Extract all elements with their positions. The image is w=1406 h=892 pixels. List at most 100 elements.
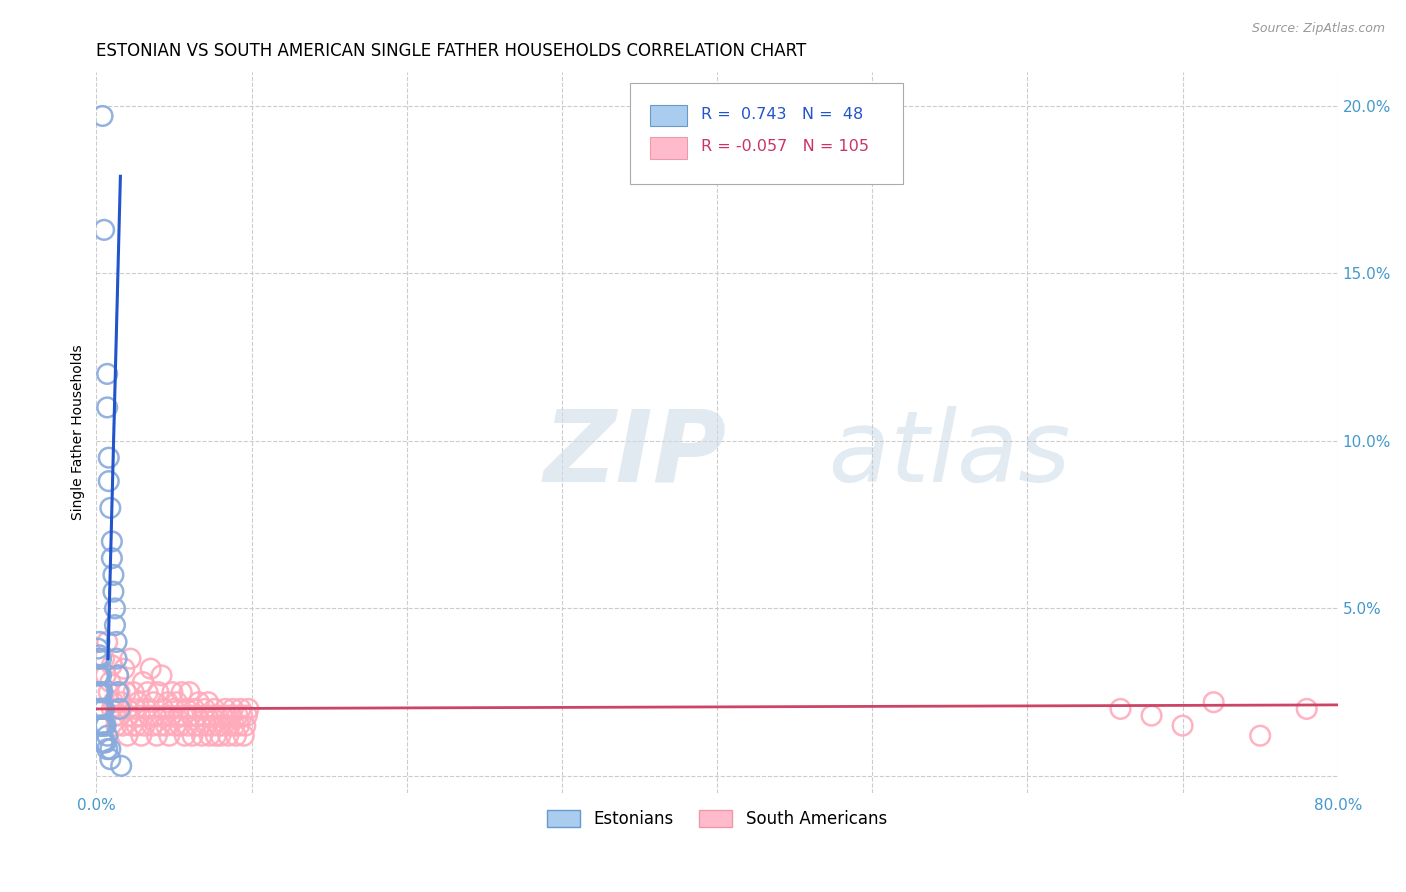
Point [117, 702, 139, 716]
Point [93, 735, 115, 749]
Point [89, 635, 111, 649]
Point [98, 742, 121, 756]
Point [163, 702, 186, 716]
Point [110, 759, 132, 773]
Point [152, 702, 174, 716]
Point [214, 702, 236, 716]
Point [166, 695, 188, 709]
Point [149, 719, 172, 733]
Point [87, 685, 110, 699]
Point [98, 752, 121, 766]
Point [162, 685, 184, 699]
Point [112, 662, 135, 676]
Point [135, 702, 157, 716]
Point [101, 551, 124, 566]
Point [107, 668, 129, 682]
Point [1202, 695, 1225, 709]
Point [91, 109, 114, 123]
Point [87, 651, 110, 665]
Point [105, 635, 128, 649]
Point [107, 668, 129, 682]
Point [187, 695, 209, 709]
Point [89, 648, 111, 663]
Point [176, 702, 198, 716]
Point [160, 708, 183, 723]
Point [221, 708, 243, 723]
Point [238, 702, 260, 716]
Point [101, 658, 124, 673]
Point [222, 702, 245, 716]
Point [91, 685, 114, 699]
Point [124, 702, 146, 716]
Point [146, 729, 169, 743]
Point [101, 702, 124, 716]
Point [195, 719, 218, 733]
Point [120, 651, 142, 665]
Point [1249, 729, 1271, 743]
Point [200, 708, 222, 723]
Point [165, 719, 187, 733]
Point [104, 618, 127, 632]
Point [136, 685, 159, 699]
Point [93, 223, 115, 237]
Point [143, 708, 166, 723]
Point [236, 708, 259, 723]
Point [87, 668, 110, 682]
Point [157, 729, 180, 743]
Point [94, 719, 117, 733]
Point [173, 729, 195, 743]
Point [96, 729, 118, 743]
Point [231, 708, 253, 723]
Point [91, 702, 114, 716]
Point [212, 719, 235, 733]
Point [98, 500, 121, 515]
Point [96, 635, 118, 649]
Point [1140, 708, 1163, 723]
Point [229, 702, 252, 716]
Point [167, 708, 190, 723]
Text: Source: ZipAtlas.com: Source: ZipAtlas.com [1251, 22, 1385, 36]
Point [181, 729, 204, 743]
Point [108, 702, 131, 716]
Point [105, 719, 128, 733]
FancyBboxPatch shape [650, 137, 688, 159]
Point [179, 685, 201, 699]
Point [110, 695, 132, 709]
Point [183, 702, 205, 716]
Point [1109, 702, 1132, 716]
Point [156, 695, 179, 709]
Point [180, 708, 202, 723]
Point [103, 584, 125, 599]
Point [205, 729, 228, 743]
Point [87, 702, 110, 716]
Point [90, 719, 112, 733]
Point [108, 708, 131, 723]
Point [153, 708, 176, 723]
Point [117, 729, 139, 743]
Point [211, 708, 233, 723]
Point [191, 729, 214, 743]
Point [224, 719, 246, 733]
Point [225, 729, 247, 743]
Point [90, 668, 112, 682]
Point [107, 685, 129, 699]
Point [89, 702, 111, 716]
Point [188, 719, 211, 733]
Point [218, 719, 240, 733]
Point [232, 729, 254, 743]
Point [194, 702, 217, 716]
Point [103, 568, 125, 582]
Point [105, 651, 128, 665]
Point [1171, 719, 1194, 733]
Point [122, 685, 145, 699]
Point [201, 719, 224, 733]
Text: R =  0.743   N =  48: R = 0.743 N = 48 [702, 107, 863, 121]
Point [193, 708, 215, 723]
Point [121, 719, 143, 733]
Point [202, 702, 225, 716]
Y-axis label: Single Father Households: Single Father Households [72, 344, 86, 520]
Point [91, 735, 114, 749]
Point [134, 719, 156, 733]
Point [108, 685, 131, 699]
Point [104, 708, 127, 723]
